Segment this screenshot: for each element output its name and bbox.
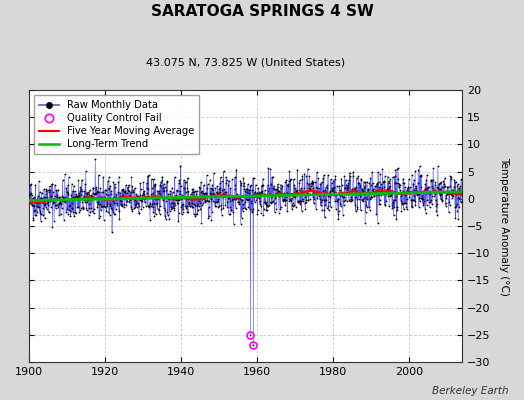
Text: SARATOGA SPRINGS 4 SW: SARATOGA SPRINGS 4 SW — [150, 4, 374, 19]
Title: 43.075 N, 73.825 W (United States): 43.075 N, 73.825 W (United States) — [146, 57, 345, 67]
Legend: Raw Monthly Data, Quality Control Fail, Five Year Moving Average, Long-Term Tren: Raw Monthly Data, Quality Control Fail, … — [34, 95, 200, 154]
Text: Berkeley Earth: Berkeley Earth — [432, 386, 508, 396]
Y-axis label: Temperature Anomaly (°C): Temperature Anomaly (°C) — [499, 157, 509, 296]
